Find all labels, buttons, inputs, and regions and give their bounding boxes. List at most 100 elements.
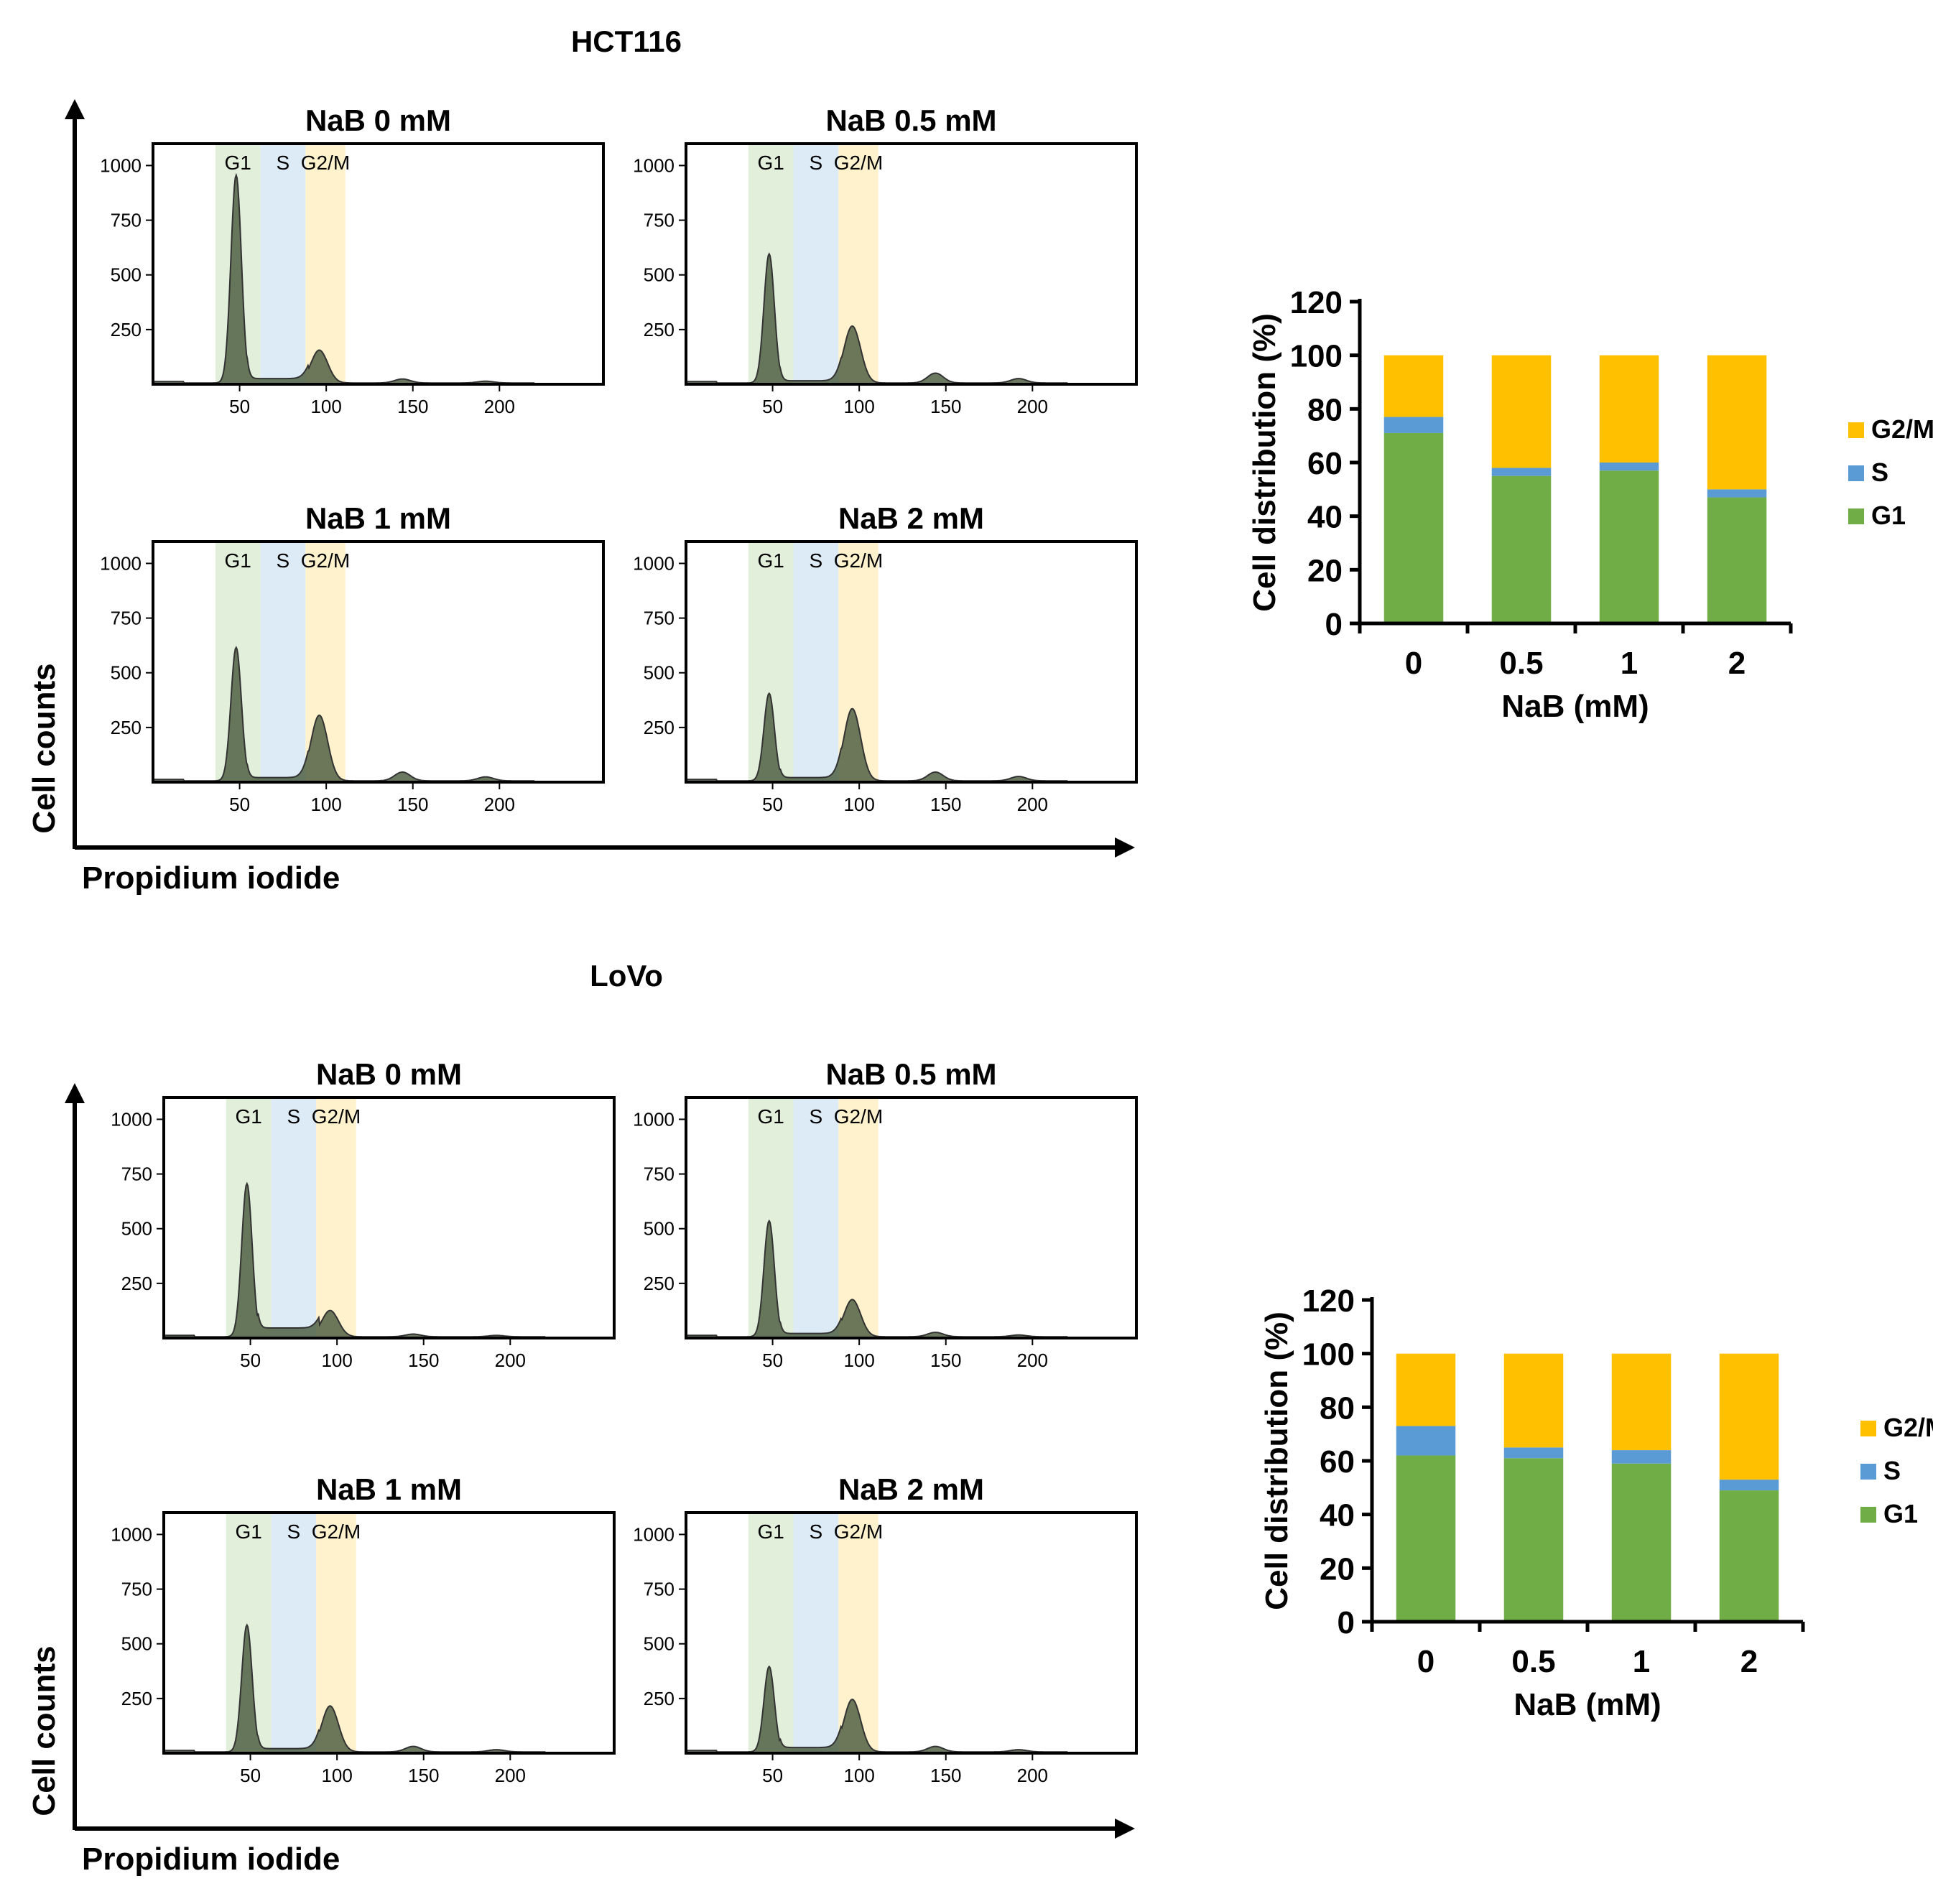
x-tick-label: 100 [310,794,341,815]
histogram-frame [162,1096,616,1339]
histogram-title: NaB 0.5 mM [825,103,996,137]
histogram-frame [685,1096,1138,1339]
bar-s-0.5 [1491,468,1552,476]
phase-label: G1 [757,152,784,174]
histogram-nab-1: NaB 1 mM G1 S G2/M 1000 750 500 250 50 100 150 200 [100,501,605,815]
phase-band-s [271,1513,317,1753]
x-axis-title: NaB (mM) [1514,1687,1661,1722]
y-tick-label: 80 [1307,392,1343,427]
y-tick-label: 1000 [633,1523,675,1545]
x-tick-label: 100 [321,1765,352,1786]
phase-label: S [277,549,290,572]
legend-swatch-g2m [1860,1421,1876,1436]
bar-g1-0.5 [1491,475,1552,623]
y-tick-label: 250 [644,1688,675,1709]
histogram-nab-1: NaB 1 mM G1 S G2/M 1000 750 500 250 50 100 150 200 [111,1472,616,1786]
phase-band-s [793,542,839,782]
phase-label: G1 [757,1520,784,1543]
y-axis-arrowhead [65,1083,85,1103]
x-tick-label: 200 [495,1765,526,1786]
y-tick-label: 500 [644,264,675,286]
x-tick-label: 50 [229,396,250,417]
bar-s-2 [1707,489,1767,498]
x-tick-label: 50 [229,794,250,815]
phase-label: G2/M [312,1105,361,1128]
x-tick-label: 200 [1017,1350,1048,1371]
x-tick-label: 50 [762,1350,783,1371]
phase-band-g2m [838,1097,879,1338]
phase-label: G1 [757,549,784,572]
section-hct116: HCT116 Cell counts Propidium iodide NaB … [27,24,1933,896]
phase-label: S [810,1105,823,1128]
y-tick-label: 20 [1307,553,1343,588]
phase-label: G2/M [834,549,883,572]
x-tick-label: 0.5 [1499,646,1543,681]
y-tick-label: 1000 [633,1108,675,1130]
x-tick-label: 100 [310,396,341,417]
histogram-title: NaB 0 mM [305,103,451,137]
y-tick-label: 1000 [111,1108,152,1130]
y-tick-label: 750 [111,608,142,629]
bar-g2m-1 [1599,355,1659,463]
x-tick-label: 100 [843,1350,874,1371]
y-tick-label: 750 [644,210,675,231]
histogram-frame [162,1511,616,1755]
phase-band-s [793,144,839,384]
x-tick-label: 150 [397,396,428,417]
x-tick-label: 100 [843,1765,874,1786]
x-tick-label: 2 [1740,1644,1758,1679]
y-tick-label: 1000 [111,1523,152,1545]
bar-g1-0 [1396,1455,1456,1622]
legend-swatch-g2m [1848,422,1864,438]
y-tick-label: 40 [1320,1498,1355,1533]
legend-label: S [1883,1456,1901,1485]
x-axis-arrowhead [1115,837,1135,858]
x-tick-label: 50 [762,1765,783,1786]
histogram-nab-0.5: NaB 0.5 mM G1 S G2/M 1000 750 500 250 50 100 150 20… [633,103,1138,417]
y-tick-label: 750 [121,1579,152,1600]
histogram-nab-2: NaB 2 mM G1 S G2/M 1000 750 500 250 50 100 150 200 [633,1472,1138,1786]
x-tick-label: 0.5 [1511,1644,1555,1679]
y-tick-label: 20 [1320,1551,1355,1587]
y-tick-label: 500 [121,1218,152,1240]
histogram-title: NaB 0.5 mM [825,1057,996,1091]
y-tick-label: 750 [111,210,142,231]
x-tick-label: 100 [843,794,874,815]
bar-g1-1 [1599,470,1659,623]
x-tick-label: 0 [1417,1644,1434,1679]
x-tick-label: 150 [930,794,961,815]
phase-label: G2/M [834,1520,883,1543]
propidium-iodide-axis-label: Propidium iodide [82,860,340,896]
legend-swatch-g1 [1860,1507,1876,1523]
bar-s-0 [1396,1426,1456,1456]
histogram-title: NaB 2 mM [838,1472,984,1506]
x-tick-label: 150 [408,1350,439,1371]
bar-g2m-1 [1611,1353,1672,1451]
x-tick-label: 50 [240,1765,261,1786]
x-tick-label: 200 [1017,396,1048,417]
phase-label: S [810,1520,823,1543]
y-tick-label: 60 [1307,446,1343,481]
bar-s-1 [1599,463,1659,471]
x-tick-label: 1 [1621,646,1638,681]
bar-s-0 [1383,417,1444,433]
histogram-nab-0: NaB 0 mM G1 S G2/M 1000 750 500 250 50 100 150 200 [100,103,605,417]
y-axis-title: Cell distribution (%) [1247,313,1282,612]
y-tick-label: 1000 [100,154,142,176]
x-tick-label: 100 [843,396,874,417]
x-tick-label: 150 [930,396,961,417]
phase-band-s [260,542,306,782]
x-tick-label: 50 [762,794,783,815]
y-tick-label: 500 [111,662,142,684]
y-tick-label: 250 [644,1273,675,1294]
y-tick-label: 250 [644,319,675,340]
y-tick-label: 750 [121,1164,152,1185]
x-axis-arrowhead [1115,1819,1135,1839]
y-tick-label: 100 [1290,339,1343,374]
histogram-nab-2: NaB 2 mM G1 S G2/M 1000 750 500 250 50 100 150 200 [633,501,1138,815]
phase-label: S [277,152,290,174]
phase-band-s [260,144,306,384]
histogram-nab-0: NaB 0 mM G1 S G2/M 1000 750 500 250 50 100 150 200 [111,1057,616,1371]
y-tick-label: 100 [1302,1337,1355,1373]
